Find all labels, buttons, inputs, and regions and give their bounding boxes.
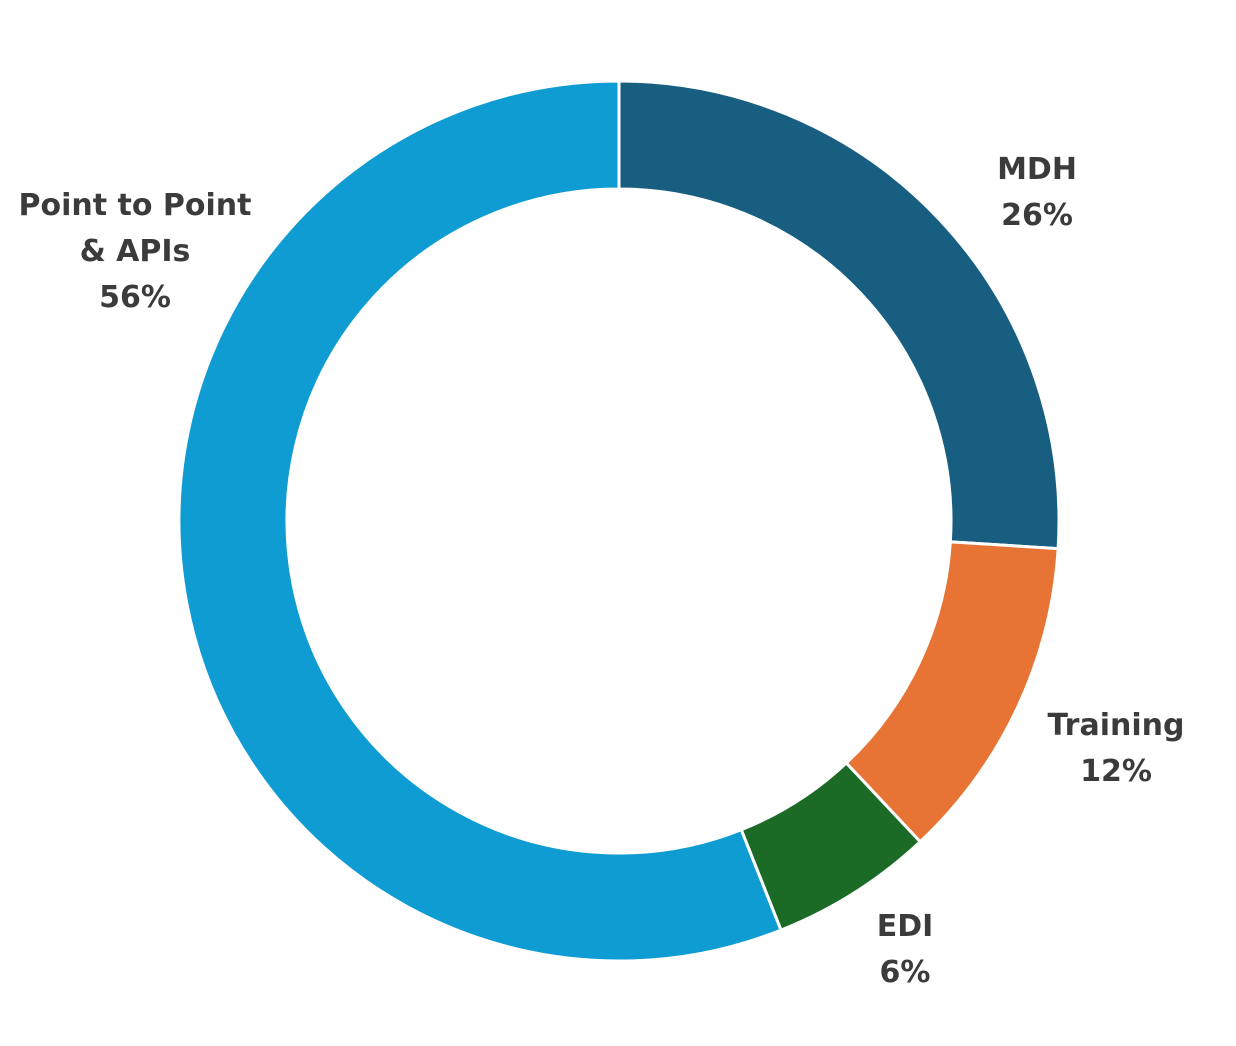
value-label: 26% [1001, 198, 1073, 233]
category-label: MDH [997, 152, 1077, 187]
category-label: Training [1047, 708, 1185, 743]
donut-segment [177, 79, 783, 963]
category-label: EDI [876, 909, 934, 944]
value-label: 56% [99, 280, 171, 315]
slice-label: Training 12% [1048, 703, 1185, 795]
value-label: 12% [1080, 754, 1152, 789]
value-label: 6% [879, 955, 931, 990]
donut-segment [617, 79, 1061, 551]
category-label: Point to Point & APIs [18, 188, 252, 269]
slice-label: EDI 6% [877, 904, 934, 996]
slice-label: MDH 26% [997, 147, 1077, 239]
slice-label: Point to Point & APIs 56% [19, 183, 252, 321]
